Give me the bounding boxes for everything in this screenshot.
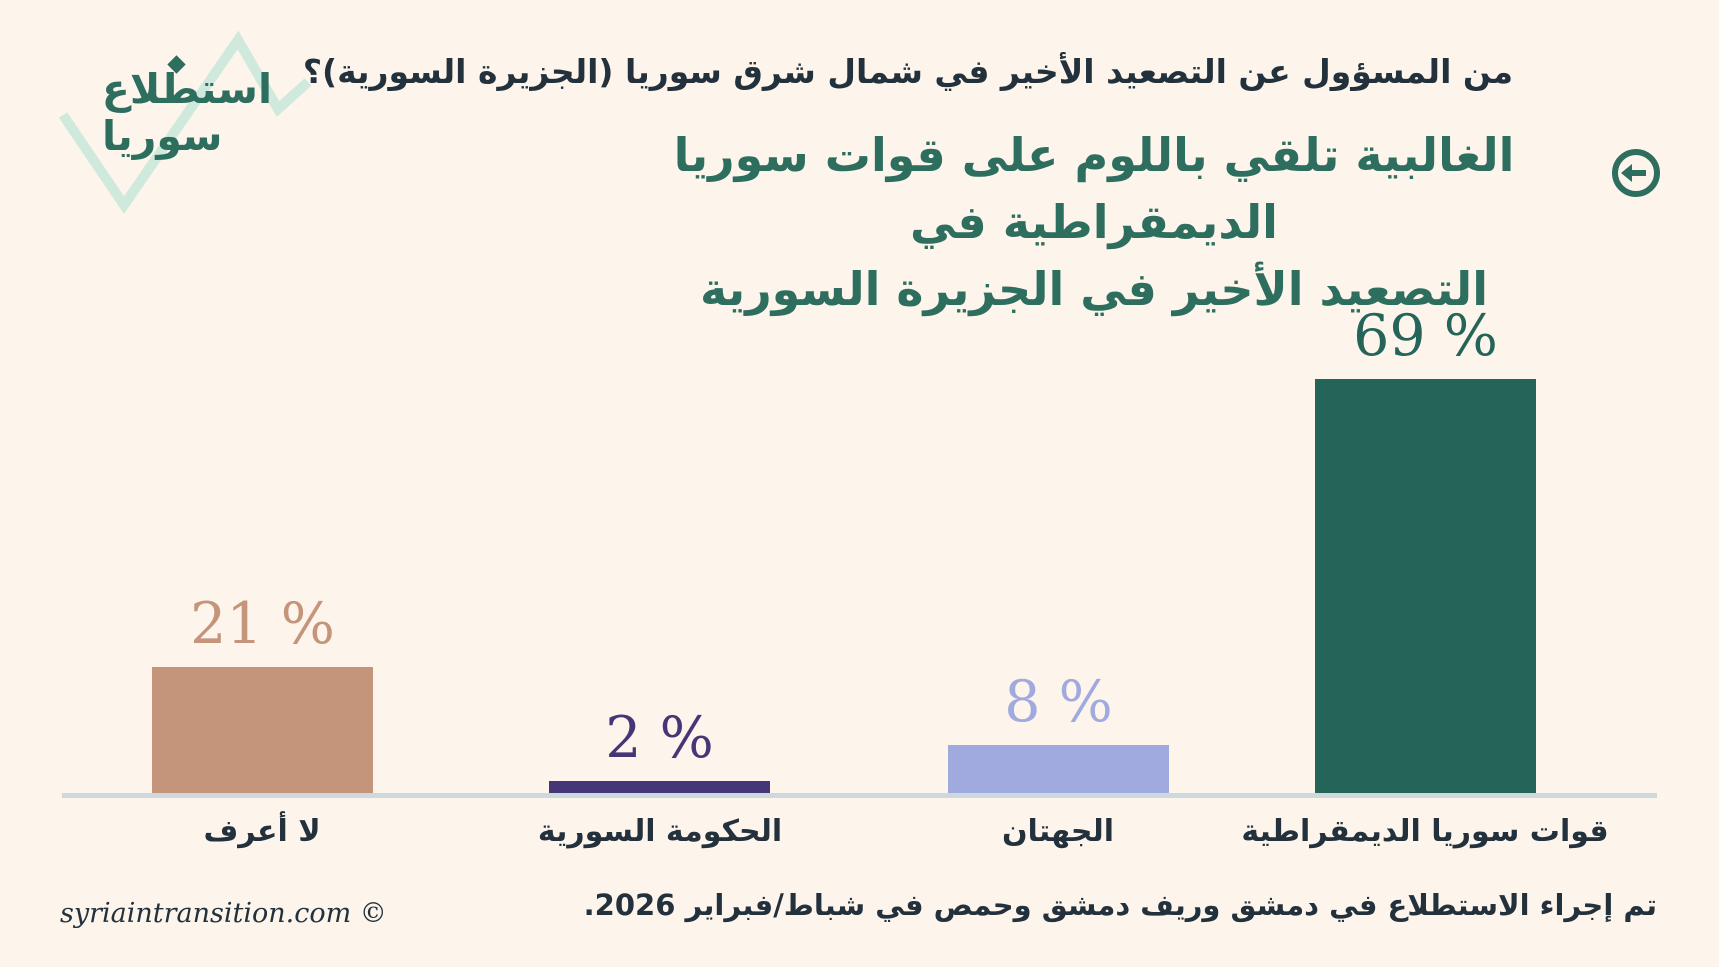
x-axis-line [62,793,1657,798]
headline: الغالبية تلقي باللوم على قوات سوريا الدي… [589,122,1599,323]
bar [549,781,770,793]
category-label: لا أعرف [203,814,321,849]
logo-wordmark-line1: استطلاع [101,65,272,113]
logo-wordmark: استطلاع سوريا [102,66,272,160]
bar-value-label: 21 % [190,591,335,657]
headline-line1: الغالبية تلقي باللوم على قوات سوريا الدي… [673,128,1515,249]
circled-left-arrow-icon [1609,146,1663,200]
bar [948,745,1169,793]
bar-value-label: 8 % [1004,669,1113,735]
bar-value-label: 2 % [605,705,714,771]
logo: استطلاع سوريا [40,18,330,223]
bar-value-label: 69 % [1353,303,1498,369]
category-label: الحكومة السورية [537,814,783,849]
logo-zigzag-line-icon [58,30,312,214]
category-label: الجهتان [1001,814,1115,849]
bar [1315,379,1536,793]
footer-credit: syriaintransition.com © [60,898,387,929]
headline-line2: التصعيد الأخير في الجزيرة السورية [700,262,1488,316]
bar [152,667,373,793]
footer-methodology-note: تم إجراء الاستطلاع في دمشق وريف دمشق وحم… [583,888,1657,922]
category-label: قوات سوريا الديمقراطية [1241,814,1609,849]
logo-wordmark-line2: سوريا [102,112,223,160]
survey-question-title: من المسؤول عن التصعيد الأخير في شمال شرق… [302,52,1513,91]
